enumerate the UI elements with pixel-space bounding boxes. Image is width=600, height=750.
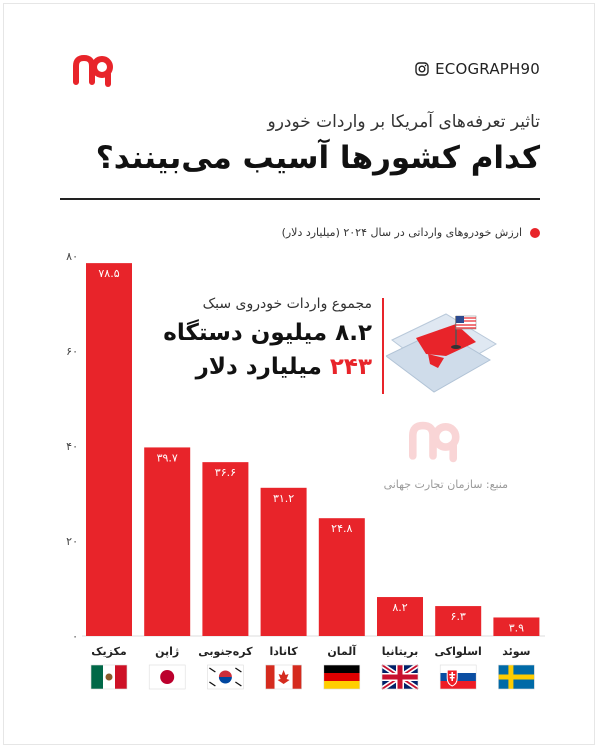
info-accent-bar [382,298,384,394]
chart-subtitle: تاثیر تعرفه‌های آمریکا بر واردات خودرو [267,112,540,132]
category-label: کره‌جنوبی [198,645,253,658]
bar-value-label: ۳.۹ [509,621,524,634]
flag-canada-icon [265,664,302,690]
bar-united-kingdom [377,597,423,636]
bar-mexico [86,263,132,636]
map-pin-icon [386,313,497,393]
flag-germany-icon [323,664,361,690]
instagram-icon [415,62,429,76]
frame-border [3,3,595,745]
flag-slovakia-icon [439,664,477,690]
bar-value-label: ۳۱.۲ [273,492,294,505]
watermark-logo [409,421,460,463]
category-label: کانادا [269,645,298,658]
flag-sweden-icon [498,664,535,690]
bar-value-label: ۲۴.۸ [331,522,352,535]
bar-japan [144,447,191,636]
legend-swatch [530,227,540,238]
handle-text: ECOGRAPH90 [435,60,540,78]
bar-value-label: ۳۶.۶ [215,466,236,479]
y-tick-label: ۰ [72,630,78,643]
bar-value-label: ۸.۲ [392,601,407,614]
y-tick-label: ۲۰ [66,535,78,548]
info-box: مجموع واردات خودروی سبک ۸.۲ میلیون دستگا… [163,296,384,394]
info-heading: مجموع واردات خودروی سبک [202,296,372,312]
info-value-suffix: میلیارد دلار [195,354,322,380]
title-divider [60,198,540,200]
bar-germany [318,518,365,636]
info-units: ۸.۲ میلیون دستگاه [163,320,372,346]
category-label: آلمان [327,644,356,658]
category-label: اسلواکی [435,645,482,658]
instagram-handle[interactable]: ECOGRAPH90 [415,60,540,78]
bar-value-label: ۶.۳ [451,610,466,623]
chart-title: کدام کشورها آسیب می‌بینند؟ [95,140,540,176]
source-note: منبع: سازمان تجارت جهانی [383,478,508,491]
bar-south-korea [202,462,249,636]
flag-united-kingdom-icon [380,662,420,692]
bar-canada [260,487,307,636]
info-value: ۲۴۳ میلیارد دلار [163,354,372,380]
flag-japan-icon [148,664,186,690]
ecograph-logo [73,54,113,87]
legend: ارزش خودروهای وارداتی در سال ۲۰۲۴ (میلیا… [282,226,540,239]
category-label: ژاپن [155,645,179,658]
bar-value-label: ۷۸.۵ [98,267,119,280]
category-label: سوئد [502,645,530,658]
info-value-number: ۲۴۳ [329,354,372,380]
flag-mexico-icon [90,664,128,690]
flag-south-korea-icon [207,664,244,690]
legend-label: ارزش خودروهای وارداتی در سال ۲۰۲۴ (میلیا… [281,226,522,239]
bar-value-label: ۳۹.۷ [157,451,178,464]
bar-sweden [493,617,540,636]
y-tick-label: ۶۰ [66,345,78,358]
y-tick-label: ۸۰ [66,250,78,263]
category-label: مکزیک [91,645,126,658]
bar-slovakia [435,606,482,636]
category-label: بریتانیا [382,645,418,658]
y-tick-label: ۴۰ [66,440,78,453]
